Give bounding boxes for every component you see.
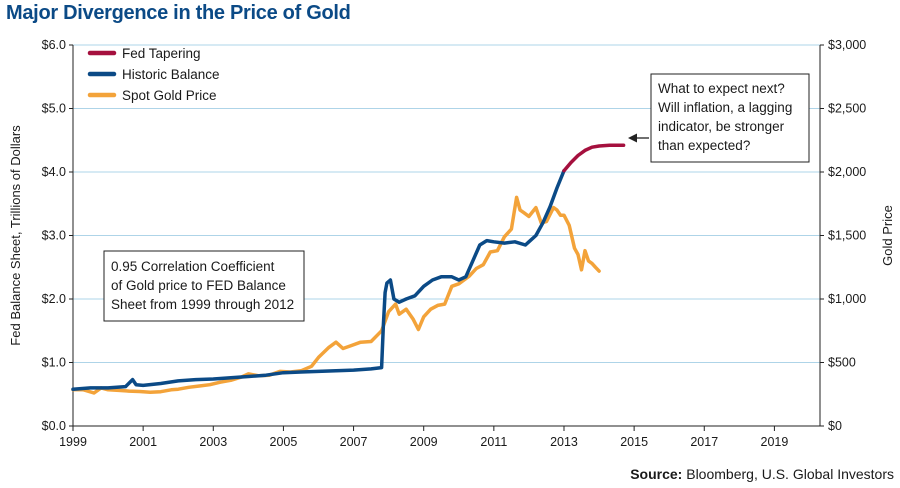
annotation-text: Sheet from 1999 through 2012 [111,297,294,312]
y-left-tick-label: $5.0 [42,102,66,116]
x-tick-label: 2015 [620,435,648,449]
source-note: Source: Bloomberg, U.S. Global Investors [630,466,894,482]
x-tick-label: 2017 [690,435,718,449]
annotation-text: 0.95 Correlation Coefficient [111,259,275,274]
x-tick-label: 2003 [199,435,227,449]
x-tick-label: 2005 [270,435,298,449]
y-right-tick-label: $0 [828,419,842,433]
series-line-fed-tapering [562,143,626,173]
legend-label: Historic Balance [122,67,220,82]
annotation-text: Will inflation, a lagging [658,100,792,115]
annotation-text: What to expect next? [658,81,785,96]
y-left-axis-title: Fed Balance Sheet, Trillions of Dollars [8,125,23,346]
y-left-tick-label: $6.0 [42,38,66,52]
series-line-spot-gold-price [71,195,601,395]
y-right-axis-title: Gold Price [880,205,895,266]
y-right-tick-label: $2,000 [828,165,866,179]
legend-label: Spot Gold Price [122,88,217,103]
annotation-text: indicator, be stronger [658,119,785,134]
y-left-tick-label: $1.0 [42,356,66,370]
y-left-tick-label: $2.0 [42,292,66,306]
annotation-arrow-head [628,133,637,143]
x-tick-label: 1999 [59,435,87,449]
source-text: Bloomberg, U.S. Global Investors [686,466,894,482]
y-right-tick-label: $1,000 [828,292,866,306]
x-tick-label: 2019 [761,435,789,449]
x-tick-label: 2007 [340,435,368,449]
annotation-text: of Gold price to FED Balance [111,278,286,293]
y-right-tick-label: $3,000 [828,38,866,52]
legend-label: Fed Tapering [122,46,201,61]
chart-title: Major Divergence in the Price of Gold [6,2,351,24]
y-right-tick-label: $500 [828,356,856,370]
series-line-historic-balance [71,168,566,391]
annotation-box-correlation [103,250,305,322]
x-tick-label: 2013 [550,435,578,449]
y-right-tick-label: $2,500 [828,102,866,116]
x-tick-label: 2001 [129,435,157,449]
annotation-text: than expected? [658,138,750,153]
y-left-tick-label: $0.0 [42,419,66,433]
y-left-tick-label: $3.0 [42,229,66,243]
y-left-tick-label: $4.0 [42,165,66,179]
x-tick-label: 2011 [480,435,507,449]
source-label: Source: [630,466,683,482]
x-tick-label: 2009 [410,435,438,449]
y-right-tick-label: $1,500 [828,229,866,243]
annotation-box-expectation [650,73,810,163]
